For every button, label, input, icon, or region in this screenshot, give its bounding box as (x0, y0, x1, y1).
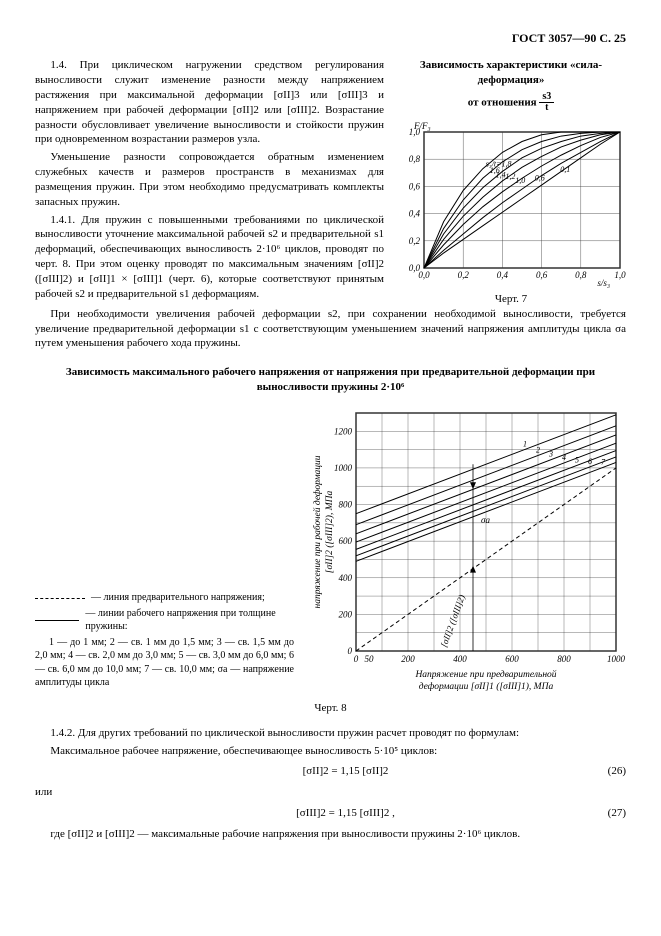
svg-text:1000: 1000 (334, 463, 353, 473)
svg-text:0,4: 0,4 (409, 208, 421, 218)
svg-text:1: 1 (523, 439, 527, 448)
legend-solid-line (35, 620, 79, 621)
svg-text:6: 6 (588, 457, 592, 466)
section2-title: Зависимость максимального рабочего напря… (35, 365, 626, 395)
svg-text:[σII]2 ([σIII]2), МПа: [σII]2 ([σIII]2), МПа (324, 490, 335, 573)
svg-text:600: 600 (505, 654, 519, 664)
svg-text:4: 4 (562, 453, 566, 462)
svg-text:s/s₃: s/s₃ (597, 278, 610, 288)
svg-text:800: 800 (339, 499, 353, 509)
svg-text:[σII]2 ([σIII]2): [σII]2 ([σIII]2) (439, 593, 467, 648)
formula-26: [σII]2 = 1,15 [σII]2 (26) (35, 764, 626, 779)
formula27-text: [σIII]2 = 1,15 [σIII]2 , (115, 806, 576, 821)
svg-text:400: 400 (453, 654, 467, 664)
svg-text:0,8: 0,8 (575, 270, 587, 280)
svg-text:5: 5 (575, 455, 579, 464)
svg-text:1200: 1200 (334, 426, 353, 436)
formula27-num: (27) (576, 806, 626, 821)
svg-text:200: 200 (401, 654, 415, 664)
legend-dashed-text: — линия предварительного напряжения; (91, 591, 265, 605)
legend-dashed: — линия предварительного напряжения; (35, 591, 294, 605)
svg-text:0,6: 0,6 (536, 270, 548, 280)
para-1-4-1: 1.4.1. Для пружин с повышенными требован… (35, 213, 384, 302)
legend-dash-line (35, 598, 85, 599)
para-1-4b: Уменьшение разности сопровождается обрат… (35, 150, 384, 209)
chart8-caption: Черт. 8 (35, 701, 626, 716)
chart7-title-1: Зависимость характеристики «сила-деформа… (396, 58, 626, 88)
chart8-svg: 0 50 200 400 600 800 1000 0 200 400 600 800 1000 1200… (306, 403, 626, 693)
svg-text:0,1: 0,1 (560, 165, 570, 174)
para-footer: где [σII]2 и [σIII]2 — максимальные рабо… (35, 827, 626, 842)
svg-text:0: 0 (348, 646, 353, 656)
svg-text:σa: σa (481, 515, 490, 525)
para-1-4: 1.4. При циклическом нагружении средство… (35, 58, 384, 147)
svg-text:7: 7 (601, 457, 606, 466)
svg-text:0: 0 (354, 654, 359, 664)
svg-text:1,0: 1,0 (515, 176, 525, 185)
ili: или (35, 785, 626, 800)
svg-text:0,0: 0,0 (418, 270, 430, 280)
legend-solid-text: — линии рабочего напряжения при толщине … (85, 607, 294, 634)
para-1-4-1b: При необходимости увеличения рабочей деф… (35, 307, 626, 352)
svg-text:напряжение при рабочей деформа: напряжение при рабочей деформации (312, 455, 323, 608)
svg-text:0,6: 0,6 (409, 181, 421, 191)
para-1-4-2: 1.4.2. Для других требований по цикличес… (35, 726, 626, 741)
formula26-num: (26) (576, 764, 626, 779)
para-1-4-2b: Максимальное рабочее напряжение, обеспеч… (35, 744, 626, 759)
svg-text:600: 600 (339, 536, 353, 546)
svg-text:400: 400 (339, 573, 353, 583)
svg-text:деформации [σII]1 ([σIII]1), М: деформации [σII]1 ([σIII]1), МПа (419, 681, 554, 692)
svg-text:0,4: 0,4 (497, 270, 509, 280)
svg-text:50: 50 (365, 654, 375, 664)
chart7-title-2: от отношения s3 t (396, 92, 626, 114)
formula26-text: [σII]2 = 1,15 [σII]2 (115, 764, 576, 779)
svg-text:0,2: 0,2 (458, 270, 470, 280)
svg-text:3: 3 (548, 450, 553, 459)
legend-items: 1 — до 1 мм; 2 — св. 1 мм до 1,5 мм; 3 —… (35, 636, 294, 690)
svg-text:1,4: 1,4 (496, 170, 506, 179)
svg-text:0,8: 0,8 (409, 154, 421, 164)
svg-text:F/F₃: F/F₃ (413, 121, 431, 131)
svg-text:200: 200 (339, 609, 353, 619)
svg-text:1,0: 1,0 (614, 270, 626, 280)
chart7-frac: s3 t (539, 92, 554, 114)
chart7-title-prefix: от отношения (468, 96, 537, 108)
svg-text:1000: 1000 (607, 654, 626, 664)
formula-27: [σIII]2 = 1,15 [σIII]2 , (27) (35, 806, 626, 821)
svg-text:0,6: 0,6 (535, 173, 545, 182)
legend-solid: — линии рабочего напряжения при толщине … (35, 607, 294, 634)
svg-text:1,2: 1,2 (505, 172, 515, 181)
chart7-caption: Черт. 7 (396, 292, 626, 307)
svg-text:0,2: 0,2 (409, 236, 421, 246)
svg-text:0,0: 0,0 (409, 263, 421, 273)
page-header: ГОСТ 3057—90 С. 25 (35, 30, 626, 46)
frac-den: t (539, 103, 554, 114)
svg-text:Напряжение при предварительной: Напряжение при предварительной (414, 669, 556, 680)
chart7-svg: 0,00,20,40,60,81,00,00,20,40,60,81,0s₃/t… (396, 118, 626, 288)
svg-text:800: 800 (557, 654, 571, 664)
svg-text:2: 2 (536, 445, 540, 454)
